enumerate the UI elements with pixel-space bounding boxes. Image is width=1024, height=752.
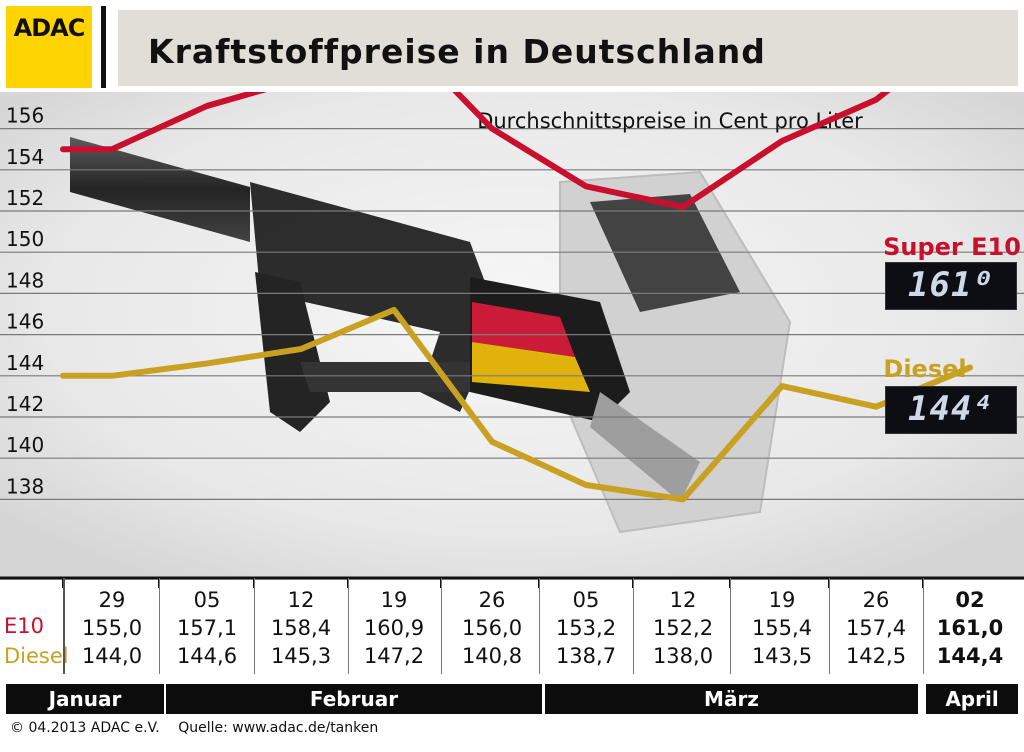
footer: © 04.2013 ADAC e.V. Quelle: www.adac.de/… [10,720,392,736]
source: Quelle: www.adac.de/tanken [178,720,379,736]
table-diesel-value: 147,2 [363,644,425,668]
y-tick-label: 148 [6,268,44,292]
y-tick-label: 138 [6,474,44,498]
table-date: 19 [768,588,796,612]
table-e10-value: 155,4 [751,616,813,640]
table-divider [829,578,830,674]
y-tick-label: 144 [6,351,44,375]
header-divider [101,6,106,88]
e10-legend-label: Super E10 [883,233,1021,261]
table-date: 26 [478,588,506,612]
table-diesel-value: 138,7 [555,644,617,668]
table-label-diesel: Diesel [4,644,69,668]
y-tick-label: 146 [6,310,44,334]
y-tick-label: 150 [6,227,44,251]
grid-lines [0,127,1024,500]
table-diesel-value: 144,6 [176,644,238,668]
table-diesel-value: 145,3 [270,644,332,668]
table-divider [923,578,924,674]
series-lines [60,92,973,503]
diesel-legend-label: Diesel [883,355,966,383]
month-label: März [545,684,918,714]
table-diesel-value: 138,0 [652,644,714,668]
x-tick-marks [0,576,1024,588]
table-divider [63,578,65,674]
table-divider [633,578,634,674]
chart-subtitle: Durchschnittspreise in Cent pro Liter [477,109,863,133]
month-label: April [926,684,1018,714]
table-e10-value: 160,9 [363,616,425,640]
table-divider [441,578,442,674]
logo-text: ADAC [13,14,86,42]
table-date: 05 [572,588,600,612]
table-diesel-value: 143,5 [751,644,813,668]
table-divider [539,578,540,674]
table-date: 12 [287,588,315,612]
table-e10-value: 161,0 [936,616,1004,640]
table-label-e10: E10 [4,614,44,638]
diesel-price-display: 144⁴ [885,386,1017,434]
table-e10-value: 156,0 [461,616,523,640]
copyright: © 04.2013 ADAC e.V. [10,720,160,736]
y-tick-labels: 138140142144146148150152154156158160 [6,104,44,499]
table-date: 29 [98,588,126,612]
e10-price-value: 161⁰ [908,265,994,305]
y-tick-label: 154 [6,145,44,169]
table-divider [159,578,160,674]
table-divider [730,578,731,674]
page-title: Kraftstoffpreise in Deutschland [148,32,766,71]
table-e10-value: 155,0 [81,616,143,640]
table-divider [348,578,349,674]
y-tick-label: 140 [6,433,44,457]
table-date: 26 [862,588,890,612]
title-bar: Kraftstoffpreise in Deutschland [118,10,1018,86]
table-e10-value: 158,4 [270,616,332,640]
table-e10-value: 157,4 [845,616,907,640]
table-diesel-value: 142,5 [845,644,907,668]
table-date: 12 [669,588,697,612]
y-tick-label: 142 [6,392,44,416]
header: ADAC Kraftstoffpreise in Deutschland [0,0,1024,92]
table-diesel-value: 144,0 [81,644,143,668]
table-divider [254,578,255,674]
diesel-price-value: 144⁴ [908,389,994,429]
table-e10-value: 153,2 [555,616,617,640]
table-diesel-value: 144,4 [936,644,1004,668]
adac-logo: ADAC [6,6,92,88]
table-e10-value: 157,1 [176,616,238,640]
e10-price-display: 161⁰ [885,262,1017,310]
month-label: Februar [166,684,542,714]
table-date: 02 [955,588,985,612]
table-e10-value: 152,2 [652,616,714,640]
table-date: 19 [380,588,408,612]
table-diesel-value: 140,8 [461,644,523,668]
fuel-price-chart: 138140142144146148150152154156158160 Dur… [0,92,1024,588]
table-date: 05 [193,588,221,612]
month-label: Januar [6,684,164,714]
y-tick-label: 156 [6,104,44,128]
y-tick-label: 152 [6,186,44,210]
